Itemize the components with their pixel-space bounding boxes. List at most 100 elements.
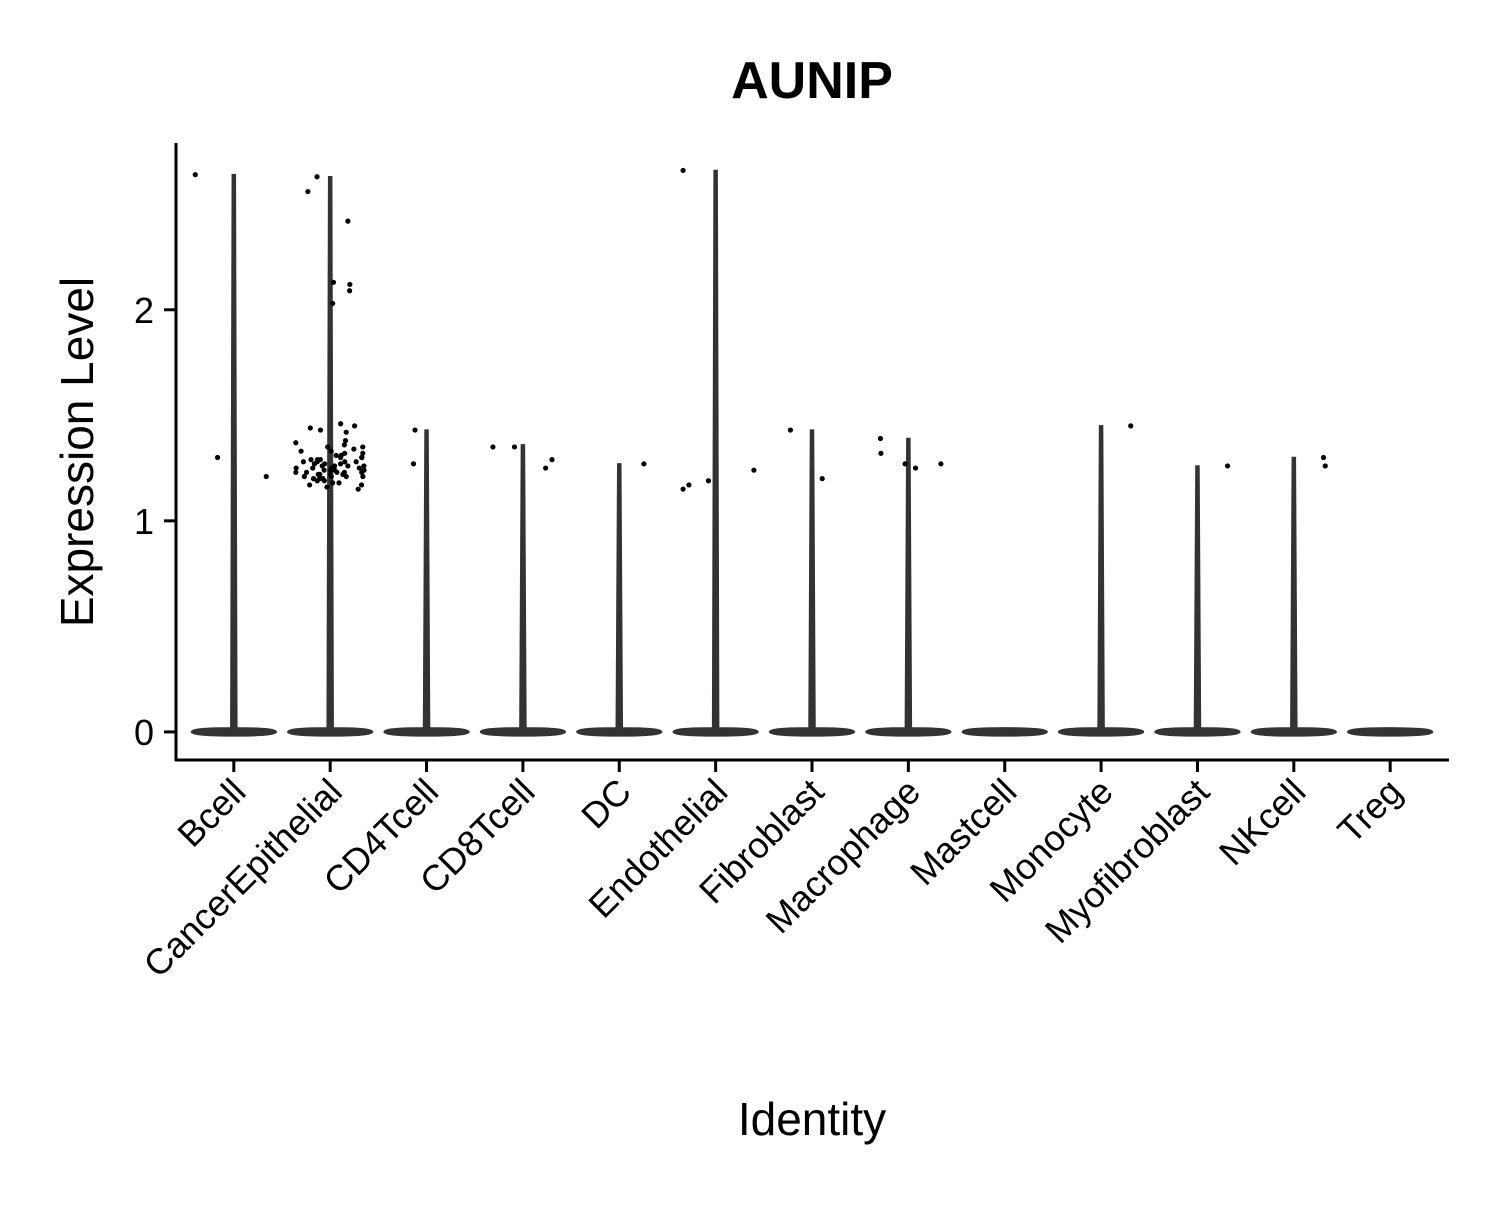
y-axis-title: Expression Level bbox=[51, 277, 103, 627]
jitter-point bbox=[314, 478, 320, 484]
violin bbox=[479, 444, 567, 737]
jitter-point bbox=[641, 461, 647, 467]
jitter-point bbox=[343, 473, 349, 480]
violin bbox=[287, 176, 374, 737]
jitter-point bbox=[751, 467, 757, 473]
jitter-point bbox=[345, 218, 351, 224]
jitter-point bbox=[1128, 423, 1134, 429]
jitter-point bbox=[311, 461, 317, 467]
violin bbox=[1154, 465, 1241, 737]
jitter-point bbox=[410, 461, 417, 467]
jitter-point bbox=[680, 486, 686, 492]
jitter-point bbox=[307, 425, 313, 431]
jitter-point bbox=[303, 469, 310, 475]
jitter-point bbox=[877, 435, 884, 442]
violin bbox=[1057, 425, 1145, 737]
jitter-point bbox=[293, 465, 299, 471]
jitter-point bbox=[705, 478, 712, 484]
jitter-point bbox=[328, 465, 335, 471]
jitter-point bbox=[511, 444, 518, 450]
jitter-point bbox=[543, 465, 549, 471]
jitter-point bbox=[343, 429, 349, 435]
jitter-point bbox=[356, 465, 362, 471]
violin bbox=[672, 169, 759, 737]
jitter-point bbox=[317, 427, 324, 433]
jitter-point bbox=[330, 279, 337, 285]
violin bbox=[576, 463, 663, 737]
jitter-point bbox=[1322, 463, 1328, 469]
y-tick-label: 1 bbox=[134, 501, 154, 542]
jitter-point bbox=[341, 442, 347, 448]
jitter-point bbox=[293, 440, 299, 446]
jitter-point bbox=[347, 288, 353, 294]
x-tick-label: Treg bbox=[1329, 771, 1409, 851]
jitter-point bbox=[307, 482, 313, 488]
jitter-point bbox=[1320, 454, 1327, 461]
jitter-point bbox=[359, 454, 365, 461]
x-axis-title: Identity bbox=[738, 1093, 886, 1145]
violin bbox=[190, 173, 277, 737]
jitter-point bbox=[310, 476, 317, 482]
jitter-point bbox=[347, 281, 353, 288]
jitter-point bbox=[338, 421, 344, 427]
x-tick-label: Bcell bbox=[169, 771, 253, 855]
jitter-point bbox=[293, 469, 299, 475]
jitter-point bbox=[358, 482, 365, 488]
jitter-point bbox=[300, 459, 306, 465]
jitter-point bbox=[321, 467, 327, 473]
x-tick-label: DC bbox=[573, 771, 639, 837]
jitter-point bbox=[680, 167, 686, 174]
jitter-point bbox=[353, 459, 359, 465]
jitter-point bbox=[819, 476, 825, 482]
jitter-point bbox=[902, 461, 908, 467]
jitter-point bbox=[263, 473, 269, 480]
y-tick-label: 0 bbox=[134, 712, 154, 753]
jitter-point bbox=[214, 454, 221, 461]
chart-title: AUNIP bbox=[731, 52, 893, 110]
jitter-point bbox=[333, 452, 339, 459]
violin bbox=[961, 727, 1048, 737]
jitter-point bbox=[342, 438, 349, 444]
violin bbox=[1250, 456, 1337, 737]
jitter-point bbox=[345, 463, 351, 469]
jitter-point bbox=[351, 446, 357, 452]
jitter-point bbox=[325, 444, 331, 450]
jitter-point bbox=[330, 300, 336, 307]
violin bbox=[768, 429, 856, 737]
jitter-point bbox=[327, 471, 334, 478]
jitter-point bbox=[301, 473, 307, 480]
jitter-point bbox=[878, 450, 884, 456]
jitter-point bbox=[324, 484, 330, 490]
jitter-point bbox=[342, 459, 348, 465]
jitter-point bbox=[319, 463, 325, 469]
jitter-point bbox=[334, 469, 340, 475]
jitter-point bbox=[360, 473, 366, 480]
jitter-point bbox=[361, 467, 367, 473]
jitter-point bbox=[330, 480, 336, 486]
y-tick-label: 2 bbox=[134, 290, 154, 331]
jitter-point bbox=[686, 482, 692, 488]
jitter-point bbox=[360, 450, 366, 456]
jitter-point bbox=[314, 174, 320, 180]
jitter-point bbox=[1224, 463, 1231, 469]
jitter-point bbox=[337, 454, 344, 461]
jitter-point bbox=[315, 471, 321, 478]
jitter-point bbox=[490, 444, 496, 450]
jitter-point bbox=[912, 465, 919, 471]
jitter-point bbox=[336, 480, 342, 486]
jitter-point bbox=[321, 478, 327, 484]
jitter-point bbox=[355, 486, 361, 492]
jitter-point bbox=[310, 465, 316, 471]
jitter-point bbox=[938, 461, 944, 467]
x-tick-label: NKcell bbox=[1211, 771, 1314, 874]
violin bbox=[1347, 727, 1434, 737]
jitter-point bbox=[305, 188, 311, 195]
jitter-point bbox=[328, 448, 334, 454]
jitter-point bbox=[337, 461, 344, 467]
jitter-point bbox=[412, 427, 418, 433]
violin bbox=[383, 429, 470, 737]
jitter-point bbox=[360, 444, 366, 450]
jitter-point bbox=[787, 427, 794, 433]
jitter-point bbox=[352, 423, 358, 429]
